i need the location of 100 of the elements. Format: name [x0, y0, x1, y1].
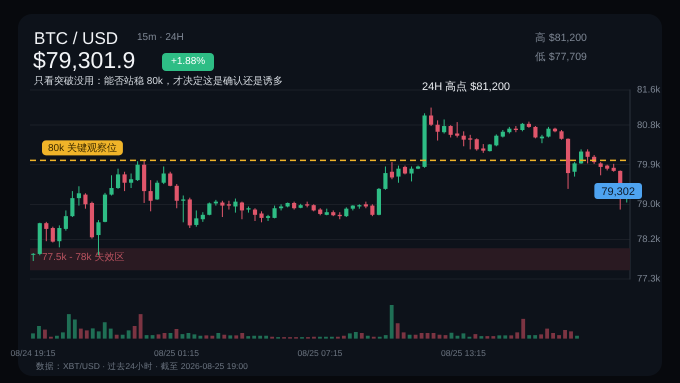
- bar: [438, 334, 442, 339]
- text: +1.88%: [162, 53, 214, 70]
- bar: [426, 333, 430, 339]
- candlestick: [181, 194, 186, 223]
- annotation: 79,302: [601, 186, 636, 198]
- bar: [186, 333, 190, 339]
- bar: [414, 334, 418, 339]
- candlestick: [116, 168, 120, 190]
- candlestick: [155, 180, 160, 200]
- band-label: 77.5k - 78k 失效区: [42, 250, 124, 263]
- candlestick: [442, 118, 446, 134]
- bar: [43, 330, 47, 339]
- bar: [138, 314, 143, 339]
- bar: [150, 335, 154, 339]
- bar: [473, 334, 478, 339]
- text: $79,301.9: [33, 47, 136, 74]
- candlestick: [50, 226, 55, 244]
- bar: [479, 336, 484, 339]
- candlestick: [83, 192, 88, 210]
- candlestick: [436, 120, 440, 142]
- candlestick: [474, 138, 479, 152]
- candlestick: [396, 165, 401, 184]
- chart-subtitle: 只看突破没用：能否站稳 80k，才决定这是确认还是诱多: [34, 76, 283, 88]
- bar: [180, 334, 184, 339]
- text: 数据：XBT/USD · 过去24小时 · 截至 2026-08-25 19:00: [36, 361, 248, 372]
- candlestick: [174, 184, 179, 209]
- chart-title: BTC / USD: [34, 29, 118, 49]
- bar: [37, 326, 41, 339]
- candlestick: [272, 205, 277, 219]
- bar: [521, 318, 526, 339]
- bar: [120, 334, 125, 339]
- text: 15m · 24H: [137, 32, 184, 44]
- candlestick: [494, 134, 498, 147]
- bar: [132, 326, 137, 339]
- candlestick: [429, 107, 434, 127]
- candlestick: [455, 122, 460, 138]
- annotation: 24H 高点 $81,200: [422, 81, 510, 94]
- candlestick: [129, 173, 134, 189]
- candlestick: [370, 204, 374, 217]
- candlestick: [162, 166, 166, 185]
- bar: [557, 335, 561, 339]
- bar: [102, 322, 107, 339]
- candlestick: [390, 162, 394, 180]
- candlestick: [559, 130, 564, 140]
- candlestick: [240, 201, 244, 220]
- x-tick-label: 08/24 19:15: [10, 348, 56, 358]
- candlestick: [598, 162, 603, 176]
- y-tick-label: 79.0k: [637, 198, 660, 210]
- candlestick: [200, 212, 205, 222]
- candlestick: [64, 210, 68, 232]
- candlestick: [233, 198, 238, 214]
- bar: [390, 305, 394, 339]
- candlestick: [44, 221, 48, 242]
- candlestick: [207, 202, 212, 216]
- bar: [144, 335, 148, 339]
- candlestick: [259, 210, 264, 223]
- y-tick-label: 80.8k: [637, 120, 660, 131]
- candlestick: [136, 160, 140, 182]
- bar: [66, 314, 71, 339]
- bar: [408, 334, 412, 339]
- bar: [60, 332, 65, 339]
- candlestick: [448, 124, 453, 138]
- bar: [545, 328, 550, 339]
- bar: [204, 335, 208, 339]
- bar: [114, 334, 119, 339]
- x-tick-label: 08/25 01:15: [154, 348, 200, 358]
- bar: [420, 333, 424, 339]
- bar: [563, 330, 567, 339]
- bar: [462, 333, 466, 339]
- candlestick: [409, 166, 414, 182]
- candlestick: [533, 126, 538, 139]
- candlestick: [76, 186, 81, 206]
- y-tick-label: 78.2k: [637, 234, 660, 246]
- bar: [222, 334, 226, 339]
- bar: [31, 333, 35, 339]
- y-tick-label: 77.3k: [637, 274, 660, 285]
- candlestick: [383, 166, 388, 190]
- bar: [108, 328, 113, 339]
- bar: [78, 328, 83, 339]
- bar: [551, 333, 556, 339]
- candlestick: [109, 174, 114, 196]
- bar: [569, 331, 573, 339]
- candlestick: [586, 148, 590, 164]
- candlestick: [70, 190, 74, 218]
- candlestick: [194, 210, 198, 228]
- candlestick: [168, 171, 172, 187]
- bar: [174, 329, 178, 339]
- bar: [162, 333, 166, 339]
- x-tick-label: 08/25 13:15: [440, 348, 486, 358]
- candlestick: [344, 206, 348, 218]
- candlestick: [122, 171, 127, 192]
- bar: [168, 333, 172, 339]
- candlestick: [252, 208, 258, 222]
- candlestick: [572, 162, 577, 178]
- candlestick: [220, 200, 224, 218]
- text: 高 $81,200: [535, 32, 587, 44]
- bar: [450, 332, 454, 339]
- ref-line-label: 80k 关键观察位: [48, 142, 117, 154]
- y-tick-label: 79.9k: [637, 159, 660, 170]
- candlestick: [462, 130, 466, 147]
